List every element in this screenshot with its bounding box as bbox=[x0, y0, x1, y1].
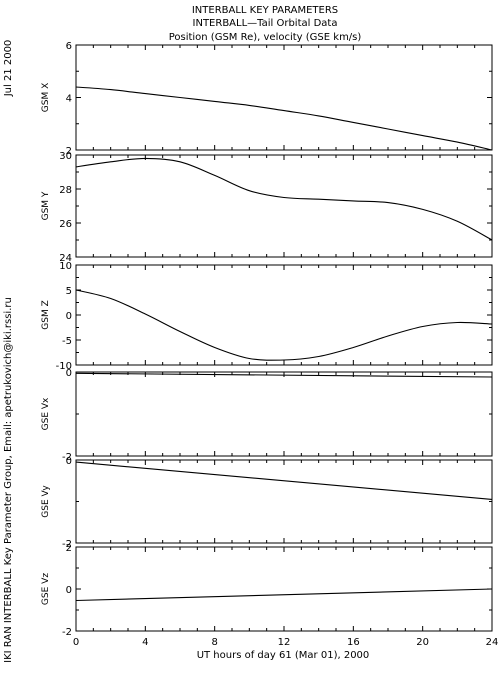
y-tick-label: 26 bbox=[59, 219, 72, 230]
y-tick-label: -2 bbox=[62, 452, 72, 463]
credit-line: IKI RAN INTERBALL Key Parameter Group, E… bbox=[3, 297, 14, 663]
x-tick-label: 24 bbox=[486, 637, 499, 648]
y-axis-label: GSE Vx bbox=[41, 397, 51, 430]
panel-frame bbox=[75, 154, 493, 258]
y-tick-label: 24 bbox=[59, 253, 72, 264]
series-line bbox=[75, 289, 493, 361]
y-tick-label: -2 bbox=[62, 627, 72, 638]
y-tick-label: 2 bbox=[66, 543, 72, 554]
panel-frame bbox=[75, 546, 493, 632]
x-tick-label: 20 bbox=[416, 637, 429, 648]
x-tick-label: 16 bbox=[347, 637, 360, 648]
series-line bbox=[75, 157, 493, 241]
series-line bbox=[75, 86, 493, 151]
panel-gse-vz: -2 0 2 GSE Vz bbox=[41, 543, 493, 638]
panel-gsm-z: -10 -5 0 5 10 GSM Z bbox=[41, 261, 493, 372]
panel-frame bbox=[75, 371, 493, 457]
y-tick-label: 0 bbox=[66, 311, 72, 322]
y-axis-label: GSM X bbox=[41, 83, 51, 112]
y-axis-label: GSE Vz bbox=[41, 573, 51, 605]
y-tick-label: 5 bbox=[66, 286, 72, 297]
y-tick-label: 4 bbox=[66, 94, 72, 105]
y-axis-label: GSE Vy bbox=[41, 485, 51, 518]
y-tick-label: 30 bbox=[59, 151, 72, 162]
panel-frame bbox=[75, 459, 493, 544]
panel-gsm-y: 24 26 28 30 GSM Y bbox=[41, 151, 493, 264]
x-axis-label: UT hours of day 61 (Mar 01), 2000 bbox=[197, 650, 370, 661]
panel-gse-vy: -2 0 GSE Vy bbox=[41, 456, 493, 550]
x-tick-label: 0 bbox=[73, 637, 79, 648]
chart-caption: Position (GSM Re), velocity (GSE km/s) bbox=[169, 32, 362, 43]
y-tick-label: 6 bbox=[66, 41, 72, 52]
y-tick-label: -2 bbox=[62, 539, 72, 550]
panel-frame bbox=[75, 264, 493, 366]
x-tick-label: 12 bbox=[278, 637, 291, 648]
y-tick-label: -10 bbox=[56, 361, 72, 372]
panel-gsm-x: 2 4 6 GSM X bbox=[41, 41, 493, 157]
series-line bbox=[75, 461, 493, 500]
panel-gse-vx: -2 0 GSE Vx bbox=[41, 368, 493, 463]
x-tick-label: 4 bbox=[142, 637, 148, 648]
panel-frame bbox=[75, 44, 493, 151]
y-tick-label: 28 bbox=[59, 185, 72, 196]
y-tick-label: 10 bbox=[59, 261, 72, 272]
y-tick-label: 0 bbox=[66, 585, 72, 596]
y-tick-label: 0 bbox=[66, 368, 72, 379]
y-axis-label: GSM Y bbox=[41, 191, 51, 220]
date-stamp: Jul 21 2000 bbox=[3, 40, 14, 98]
chart-title: INTERBALL KEY PARAMETERS bbox=[192, 5, 338, 16]
series-line bbox=[75, 588, 493, 602]
chart-subtitle: INTERBALL—Tail Orbital Data bbox=[193, 18, 338, 29]
y-tick-label: -5 bbox=[62, 336, 72, 347]
y-axis-label: GSM Z bbox=[41, 300, 51, 329]
series-line bbox=[75, 372, 493, 378]
y-tick-label: 2 bbox=[66, 146, 72, 157]
y-tick-label: 0 bbox=[66, 456, 72, 467]
x-tick-label: 8 bbox=[211, 637, 217, 648]
